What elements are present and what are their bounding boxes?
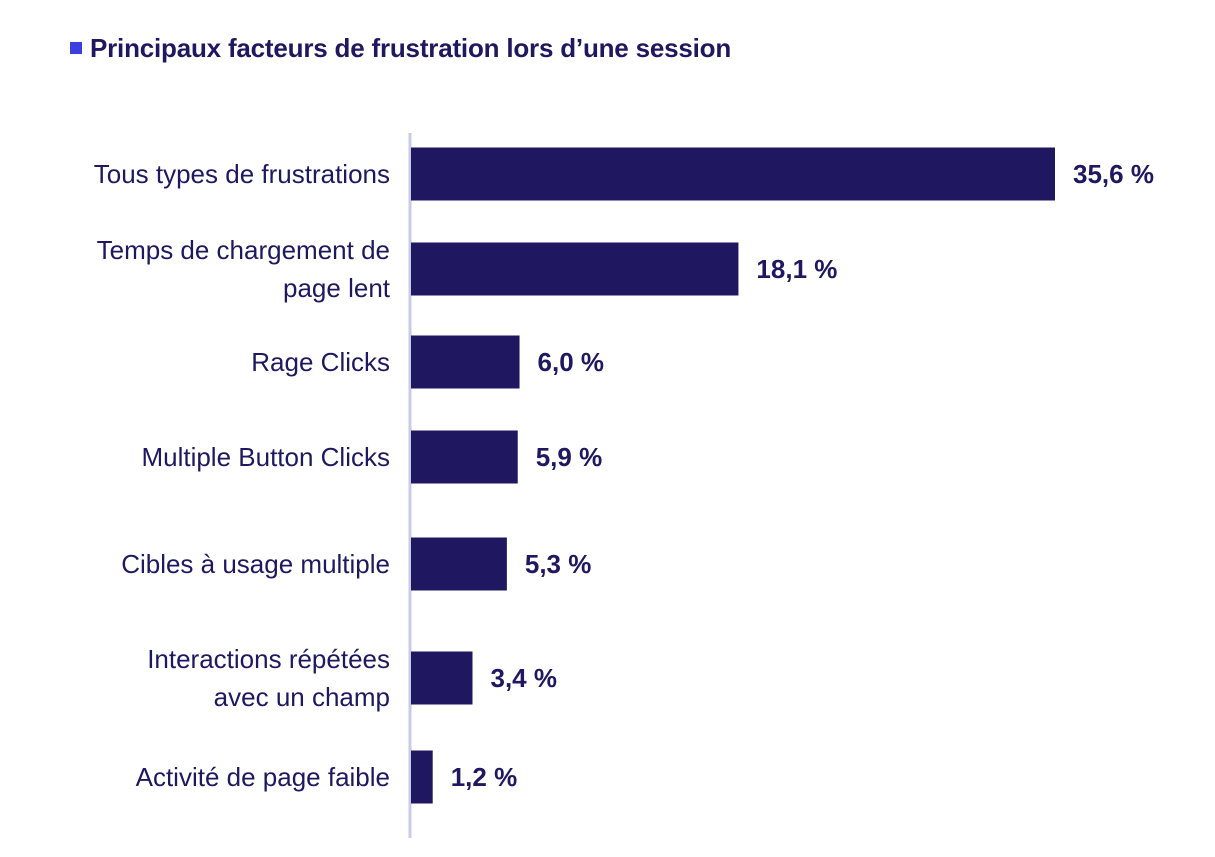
chart-title-block: Principaux facteurs de frustration lors … <box>70 30 731 66</box>
bar <box>411 537 507 591</box>
bar <box>411 335 520 389</box>
category-label: Activité de page faible <box>136 762 390 792</box>
data-label: 18,1 % <box>756 254 837 284</box>
title-square-icon <box>70 42 82 54</box>
data-label: 35,6 % <box>1073 159 1154 189</box>
data-label: 6,0 % <box>538 347 605 377</box>
category-label: Temps de chargement de page lent <box>97 235 391 303</box>
category-label: Tous types de frustrations <box>94 159 390 189</box>
category-label: Cibles à usage multiple <box>121 549 390 579</box>
bar <box>411 242 739 296</box>
chart-title: Principaux facteurs de frustration lors … <box>90 32 732 63</box>
bar <box>411 651 473 705</box>
category-label: Rage Clicks <box>251 347 390 377</box>
category-label: Multiple Button Clicks <box>141 442 390 472</box>
bar <box>411 430 518 484</box>
bar <box>411 750 433 804</box>
bar <box>411 147 1055 201</box>
data-label: 3,4 % <box>491 663 558 693</box>
data-label: 1,2 % <box>451 762 518 792</box>
data-label: 5,9 % <box>536 442 603 472</box>
category-label: Interactions répétées avec un champ <box>147 644 390 712</box>
data-label: 5,3 % <box>525 549 592 579</box>
